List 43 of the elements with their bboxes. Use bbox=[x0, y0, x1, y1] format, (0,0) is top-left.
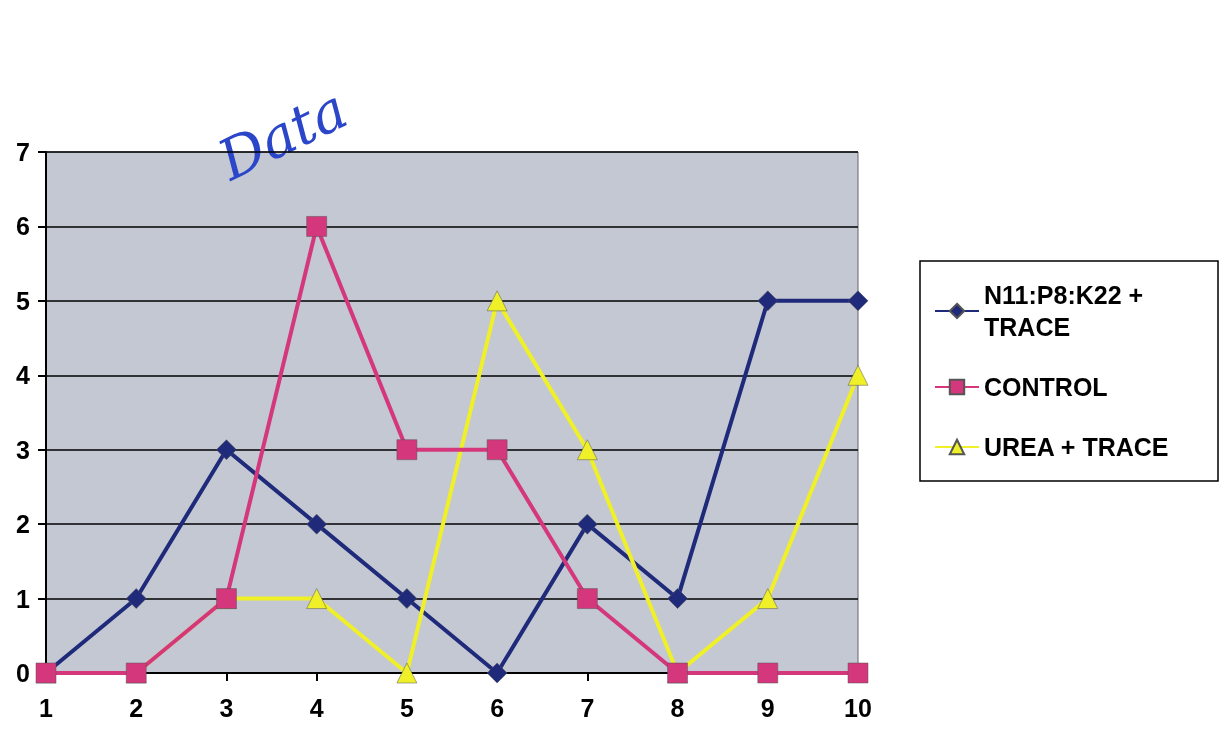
point bbox=[847, 290, 869, 312]
x-tick-label: 1 bbox=[39, 693, 54, 722]
point bbox=[396, 439, 418, 460]
point bbox=[577, 439, 598, 460]
x-tick-label: 10 bbox=[844, 693, 872, 722]
point bbox=[486, 662, 508, 684]
y-tick-label: 4 bbox=[16, 361, 31, 390]
x-tick-label: 5 bbox=[399, 693, 414, 722]
y-tick-label: 0 bbox=[16, 659, 30, 687]
point bbox=[125, 588, 147, 609]
x-tick-label: 2 bbox=[129, 693, 144, 722]
point bbox=[577, 513, 598, 535]
legend-label: UREA + TRACE bbox=[984, 433, 1169, 461]
annotation: Data bbox=[207, 75, 358, 194]
y-tick-label: 7 bbox=[16, 138, 30, 166]
point bbox=[396, 588, 418, 609]
point bbox=[757, 662, 779, 684]
x-tick-label: 9 bbox=[760, 693, 775, 722]
point bbox=[306, 588, 327, 609]
y-tick-label: 1 bbox=[16, 584, 31, 613]
point bbox=[577, 588, 598, 609]
point bbox=[486, 439, 508, 460]
y-tick-label: 3 bbox=[16, 435, 30, 464]
point bbox=[216, 439, 237, 460]
legend-label: CONTROL bbox=[984, 373, 1108, 401]
x-tick-label: 8 bbox=[670, 693, 685, 722]
point bbox=[757, 290, 779, 312]
x-tick-label: 3 bbox=[219, 693, 234, 722]
x-tick-label: 7 bbox=[580, 693, 595, 722]
point bbox=[306, 216, 327, 237]
y-tick-label: 2 bbox=[16, 510, 30, 539]
x-tick-label: 4 bbox=[309, 693, 324, 722]
point bbox=[486, 290, 508, 312]
point bbox=[757, 588, 779, 609]
point bbox=[396, 662, 418, 684]
y-tick-label: 5 bbox=[16, 286, 31, 315]
point bbox=[847, 662, 869, 684]
x-tick-label: 6 bbox=[490, 693, 505, 722]
point bbox=[667, 588, 688, 609]
point bbox=[847, 365, 869, 386]
legend-label: N11:P8:K22 + TRACE bbox=[984, 281, 1151, 341]
point bbox=[306, 513, 327, 535]
y-tick-label: 6 bbox=[16, 212, 30, 241]
